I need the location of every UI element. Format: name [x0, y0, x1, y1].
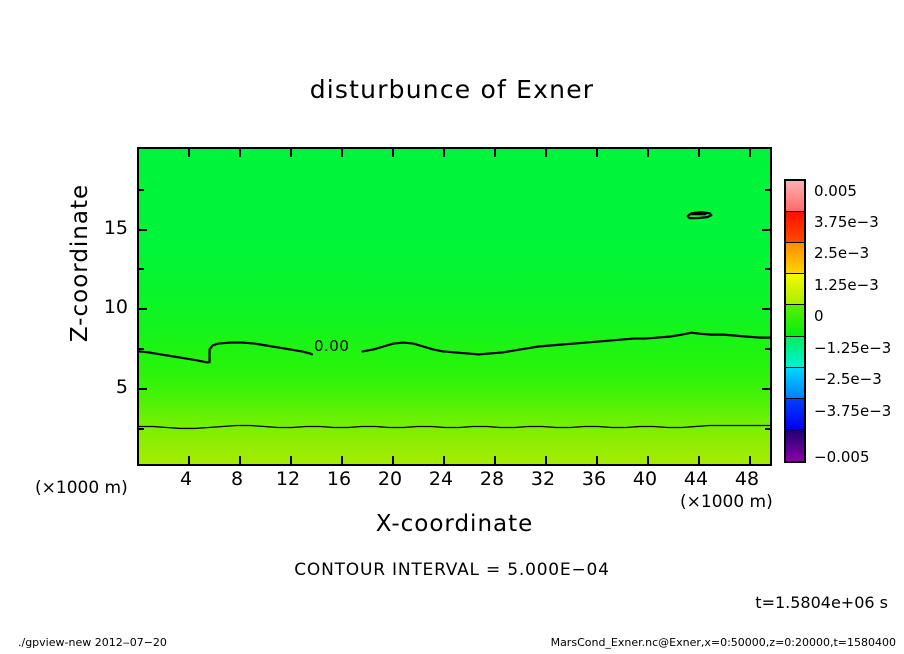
x-tick-top — [392, 149, 394, 157]
contour-fill-field — [139, 149, 770, 464]
x-tick — [239, 456, 241, 464]
colorbar-tick-label: 3.75e−3 — [814, 213, 879, 231]
colorbar-band — [786, 367, 804, 399]
colorbar-band — [786, 305, 804, 337]
colorbar-band — [786, 243, 804, 275]
x-tick-label: 28 — [479, 468, 505, 490]
y-tick-label: 10 — [103, 296, 128, 318]
x-tick — [494, 456, 496, 464]
x-tick-top — [341, 149, 343, 157]
colorbar-tick-label: −1.25e−3 — [814, 339, 892, 357]
colorbar-band — [786, 336, 804, 368]
x-axis-title: X-coordinate — [375, 511, 534, 537]
x-tick-top — [698, 149, 700, 157]
x-tick-label: 44 — [683, 468, 709, 490]
footer-source: MarsCond_Exner.nc@Exner,x=0:50000,z=0:20… — [550, 636, 896, 649]
y-tick-minor — [139, 268, 144, 270]
contour-lines — [139, 211, 770, 430]
y-tick-label: 15 — [103, 217, 128, 239]
x-tick — [647, 456, 649, 464]
x-tick-label: 48 — [734, 468, 760, 490]
y-tick — [139, 388, 147, 390]
x-tick-label: 36 — [581, 468, 607, 490]
plot-area: 0.00 — [137, 147, 772, 466]
x-tick — [545, 456, 547, 464]
x-tick — [188, 456, 190, 464]
y-tick-minor — [139, 189, 144, 191]
x-tick-label: 24 — [428, 468, 454, 490]
x-tick-top — [239, 149, 241, 157]
x-tick-label: 8 — [230, 468, 244, 490]
x-tick-label: 40 — [632, 468, 658, 490]
x-tick-label: 4 — [179, 468, 193, 490]
x-tick — [392, 456, 394, 464]
colorbar-tick-label: −3.75e−3 — [814, 402, 892, 420]
x-tick-label: 12 — [275, 468, 301, 490]
y-tick-right — [762, 308, 770, 310]
x-tick-label: 16 — [326, 468, 352, 490]
x-unit-right-label: (×1000 m) — [680, 492, 773, 512]
x-tick-top — [647, 149, 649, 157]
y-tick — [139, 229, 147, 231]
y-axis-title: Z-coordinate — [67, 183, 93, 343]
y-tick-right-minor — [765, 428, 770, 430]
y-tick-right-minor — [765, 189, 770, 191]
contour-value-label: 0.00 — [314, 337, 350, 355]
x-tick — [341, 456, 343, 464]
colorbar-band — [786, 274, 804, 306]
colorbar-band — [786, 429, 804, 461]
x-tick-label: 32 — [530, 468, 556, 490]
contour-interval-note: CONTOUR INTERVAL = 5.000E−04 — [294, 560, 610, 580]
page-title: disturbunce of Exner — [309, 75, 595, 104]
x-tick-top — [749, 149, 751, 157]
colorbar-tick-label: 0.005 — [814, 182, 857, 200]
colorbar-band — [786, 181, 804, 213]
y-tick-right — [762, 229, 770, 231]
y-tick-right — [762, 388, 770, 390]
colorbar-tick-label: −2.5e−3 — [814, 370, 882, 388]
x-tick-top — [596, 149, 598, 157]
y-tick-right-minor — [765, 268, 770, 270]
x-unit-left-label: (×1000 m) — [35, 478, 128, 498]
colorbar-tick-label: 2.5e−3 — [814, 244, 870, 262]
x-tick-top — [188, 149, 190, 157]
time-annotation: t=1.5804e+06 s — [755, 593, 888, 612]
colorbar-band — [786, 398, 804, 430]
x-tick — [443, 456, 445, 464]
x-tick-top — [443, 149, 445, 157]
x-tick-top — [494, 149, 496, 157]
x-tick-top — [545, 149, 547, 157]
colorbar-tick-label: 1.25e−3 — [814, 276, 879, 294]
colorbar-band — [786, 212, 804, 244]
x-tick-label: 20 — [377, 468, 403, 490]
colorbar-tick-label: 0 — [814, 307, 824, 325]
x-tick — [290, 456, 292, 464]
y-tick — [139, 308, 147, 310]
y-tick-minor — [139, 348, 144, 350]
colorbar — [784, 179, 806, 463]
x-tick — [698, 456, 700, 464]
x-tick-top — [290, 149, 292, 157]
y-tick-label: 5 — [115, 376, 128, 398]
x-tick — [596, 456, 598, 464]
y-tick-right-minor — [765, 348, 770, 350]
footer-command: ./gpview-new 2012‒07−20 — [18, 636, 167, 649]
y-tick-minor — [139, 428, 144, 430]
colorbar-tick-label: −0.005 — [814, 448, 870, 466]
x-tick — [749, 456, 751, 464]
